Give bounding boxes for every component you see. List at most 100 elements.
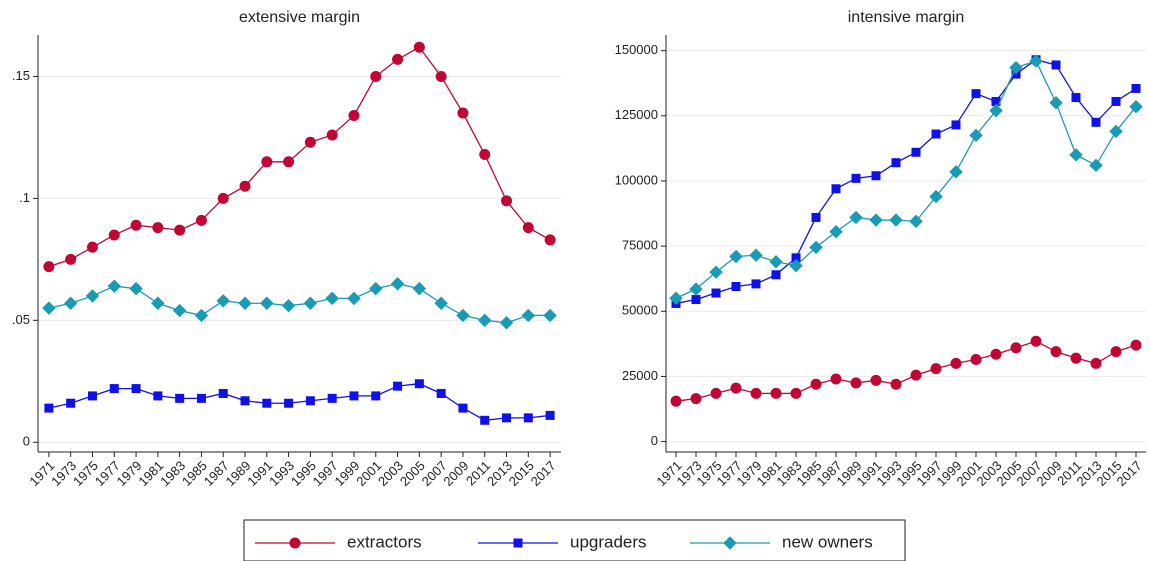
chart-title: intensive margin [848, 9, 965, 26]
point [911, 147, 921, 157]
point [456, 308, 470, 323]
point [281, 298, 296, 313]
point [930, 363, 942, 375]
point [1129, 99, 1143, 114]
point [690, 393, 702, 405]
point [950, 357, 962, 369]
series-line [48, 46, 551, 268]
point [434, 296, 448, 310]
point [348, 109, 360, 121]
point [196, 393, 206, 403]
point [370, 70, 382, 82]
point [1130, 339, 1142, 351]
point [478, 313, 492, 328]
point [325, 291, 339, 306]
y-tick-label: 0 [651, 433, 658, 448]
point [1069, 148, 1083, 162]
point [990, 348, 1002, 360]
point [969, 128, 983, 143]
point [1070, 352, 1082, 364]
point [1071, 93, 1081, 103]
point [412, 281, 427, 296]
point [393, 381, 403, 391]
point [479, 148, 491, 160]
point [850, 377, 862, 389]
point [107, 279, 121, 293]
point [349, 391, 359, 401]
y-tick-label: .05 [12, 312, 30, 327]
point [85, 289, 100, 303]
point [63, 296, 78, 310]
point [108, 229, 120, 241]
point [414, 379, 424, 389]
y-tick-label: 0 [23, 434, 30, 449]
point [1089, 158, 1103, 173]
point [172, 303, 187, 318]
point [730, 382, 742, 394]
series-line [675, 340, 1137, 402]
point [870, 374, 882, 386]
point [239, 180, 251, 192]
point [669, 291, 683, 305]
point [480, 415, 490, 425]
point [390, 277, 405, 291]
point [218, 388, 228, 398]
point [891, 158, 901, 168]
point [238, 296, 252, 310]
point [909, 214, 923, 229]
point [731, 282, 741, 292]
point [711, 288, 721, 298]
y-tick-label: 100000 [615, 172, 658, 187]
point [889, 213, 903, 227]
point [194, 308, 209, 323]
point [86, 241, 98, 253]
point [1111, 96, 1121, 106]
point [789, 258, 803, 273]
point [770, 387, 782, 399]
legend: extractors upgraders new owners [243, 519, 906, 561]
point [723, 536, 737, 550]
point [42, 301, 56, 315]
point [44, 403, 54, 413]
point [303, 296, 318, 310]
point [750, 387, 762, 399]
point [1051, 60, 1061, 70]
point [871, 171, 881, 181]
point [152, 222, 164, 234]
y-tick-label: 25000 [622, 368, 658, 383]
point [751, 279, 761, 289]
point [283, 156, 295, 168]
point [949, 165, 963, 179]
point [217, 192, 229, 204]
point [371, 391, 381, 401]
point [1091, 117, 1101, 127]
point [543, 308, 557, 323]
point [1009, 60, 1023, 75]
point [771, 270, 781, 280]
point [951, 120, 961, 130]
point [970, 353, 982, 365]
point [499, 316, 514, 330]
legend-label: new owners [782, 532, 873, 551]
point [929, 189, 943, 204]
point [327, 393, 337, 403]
point [1010, 342, 1022, 354]
point [670, 395, 682, 407]
series-line [48, 283, 551, 324]
point [810, 378, 822, 390]
point [131, 384, 141, 394]
point [216, 294, 230, 308]
point [109, 384, 119, 394]
point [502, 413, 512, 423]
point [1109, 124, 1123, 139]
point [458, 403, 468, 413]
point [153, 391, 163, 401]
point [260, 296, 274, 310]
y-tick-label: 125000 [615, 107, 658, 122]
point [910, 369, 922, 381]
point [261, 156, 273, 168]
point [289, 537, 301, 549]
legend-box [243, 519, 906, 561]
point [151, 296, 165, 310]
chart-title: extensive margin [239, 9, 360, 26]
